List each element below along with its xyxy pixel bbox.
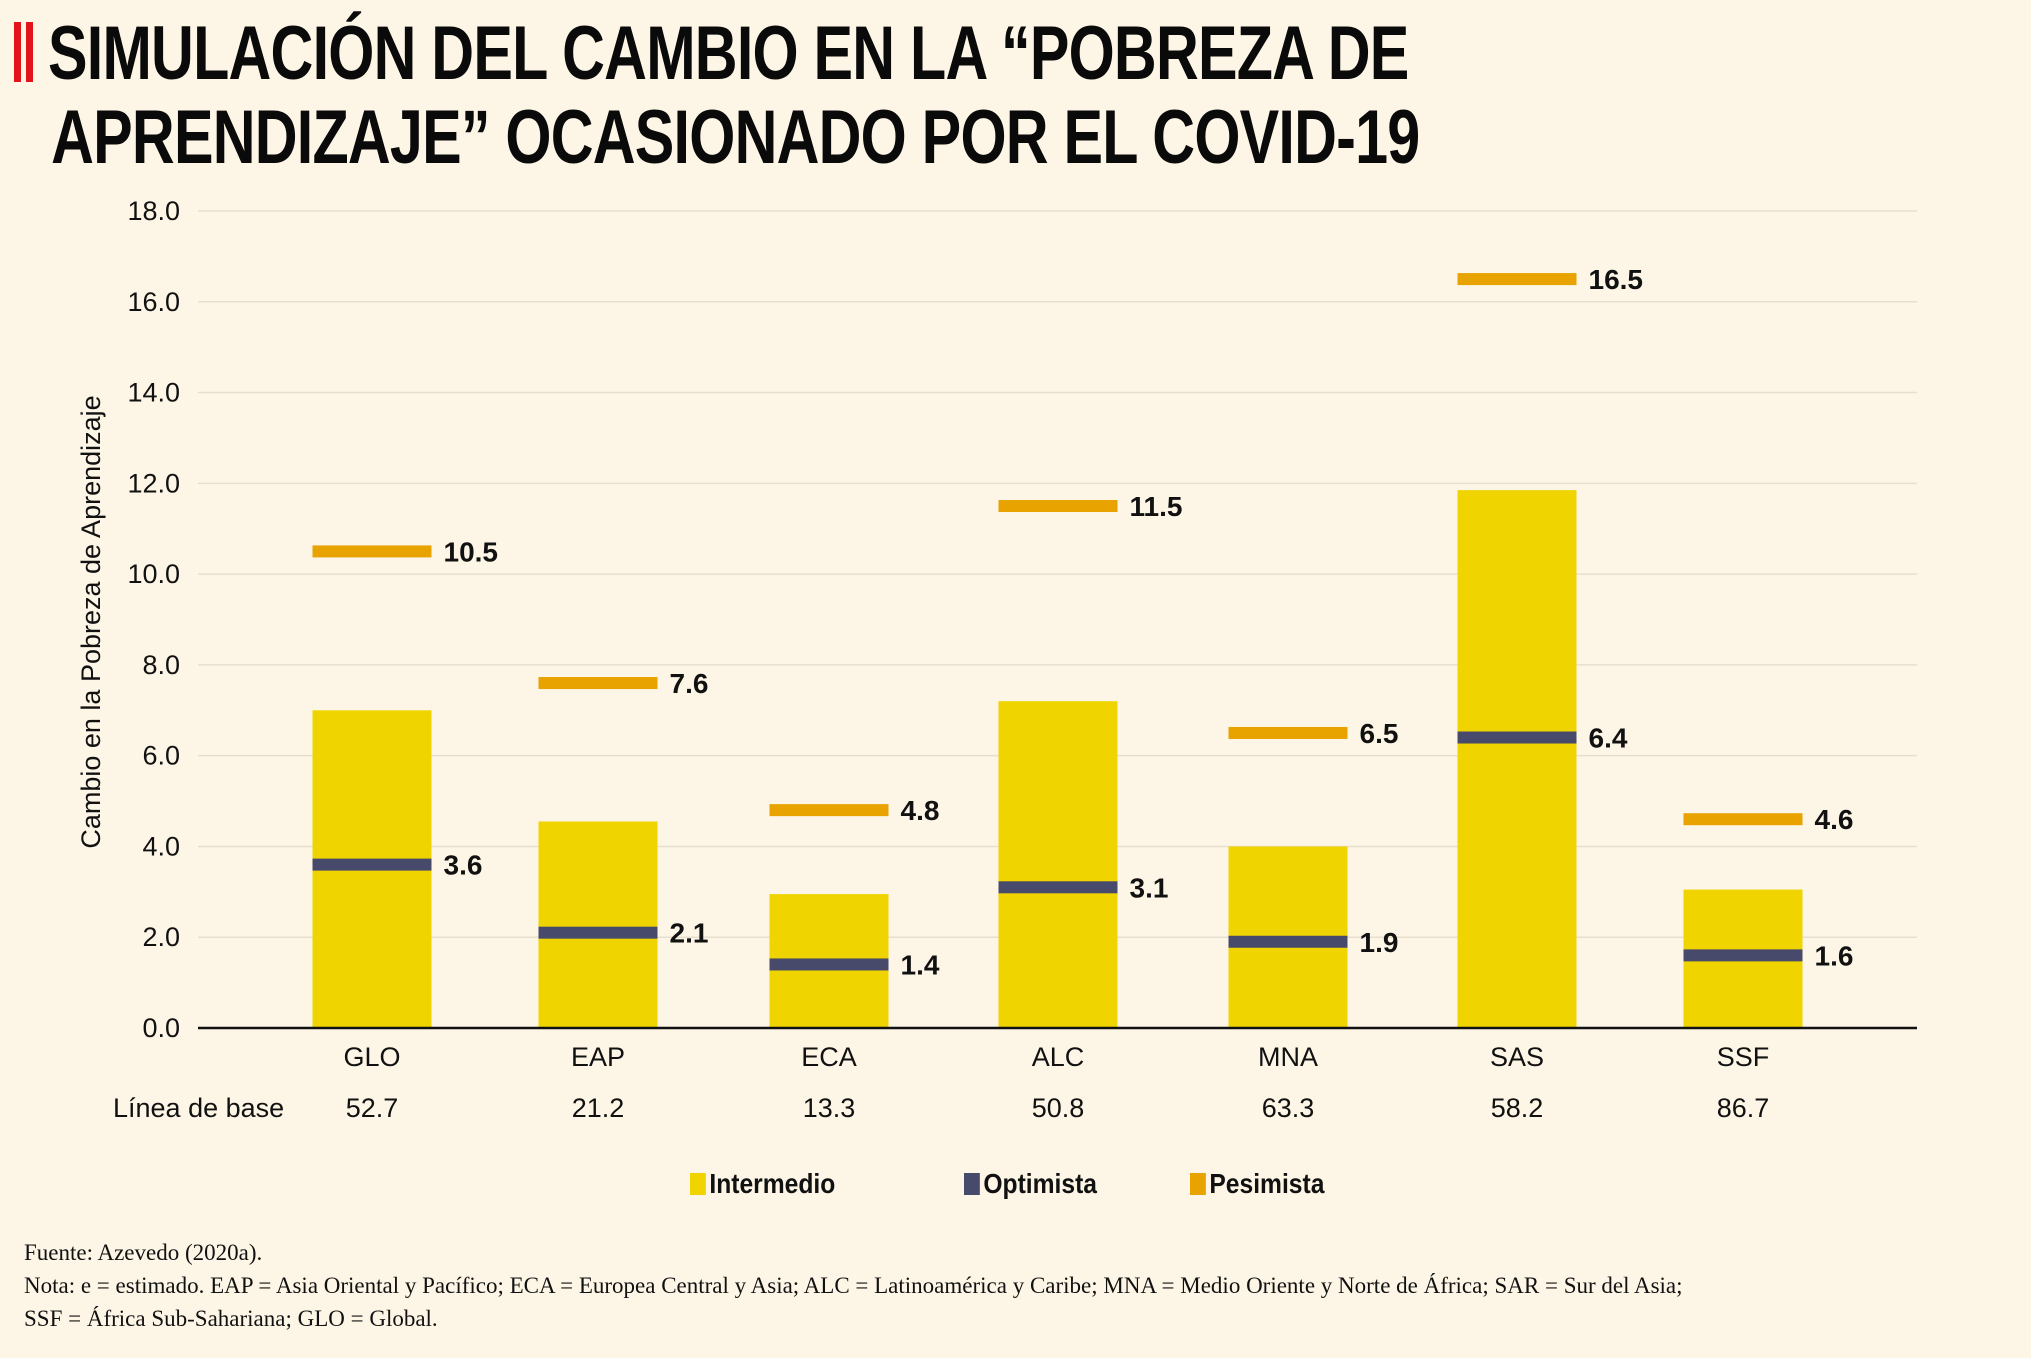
marker-optimista — [312, 858, 432, 871]
y-tick-label: 8.0 — [142, 650, 180, 680]
source-text: Fuente: Azevedo (2020a). — [24, 1240, 263, 1265]
marker-pesimista — [538, 677, 658, 690]
marker-optimista — [769, 958, 889, 971]
y-tick-label: 10.0 — [127, 559, 180, 589]
marker-optimista — [1683, 949, 1803, 962]
legend-item-optimista: Optimista — [964, 1168, 1097, 1200]
legend: Intermedio Optimista Pesimista — [0, 1168, 2031, 1202]
y-tick-label: 2.0 — [142, 922, 180, 952]
data-label-optimista: 3.1 — [1130, 872, 1169, 903]
chart-title: SIMULACIÓN DEL CAMBIO EN LA “POBREZA DE … — [48, 11, 1420, 180]
legend-item-intermedio: Intermedio — [690, 1168, 835, 1200]
y-tick-label: 4.0 — [142, 831, 180, 861]
baseline-value: 21.2 — [572, 1093, 625, 1123]
bar-intermedio — [998, 701, 1118, 1028]
y-tick-label: 0.0 — [142, 1013, 180, 1043]
note-text-1: Nota: e = estimado. EAP = Asia Oriental … — [24, 1273, 1683, 1298]
footer-notes: Fuente: Azevedo (2020a). Nota: e = estim… — [24, 1236, 1683, 1335]
bar-intermedio — [1457, 490, 1577, 1028]
marker-pesimista — [769, 804, 889, 817]
data-label-pesimista: 6.5 — [1360, 718, 1399, 749]
x-tick-label: SAS — [1490, 1042, 1544, 1072]
marker-pesimista — [1228, 726, 1348, 739]
baseline-row-label: Línea de base — [113, 1093, 284, 1123]
bar-intermedio — [538, 821, 658, 1028]
title-line-2: APRENDIZAJE” OCASIONADO POR EL COVID-19 — [51, 95, 1420, 180]
x-tick-label: ECA — [801, 1042, 857, 1072]
y-tick-label: 6.0 — [142, 741, 180, 771]
data-label-optimista: 1.4 — [901, 949, 940, 980]
data-label-pesimista: 16.5 — [1589, 264, 1644, 295]
note-text-2: SSF = África Sub-Sahariana; GLO = Global… — [24, 1306, 438, 1331]
x-tick-label: GLO — [343, 1042, 400, 1072]
baseline-value: 13.3 — [803, 1093, 856, 1123]
marker-pesimista — [1683, 813, 1803, 826]
y-tick-label: 18.0 — [127, 196, 180, 226]
marker-optimista — [538, 926, 658, 939]
legend-swatch — [690, 1173, 706, 1195]
legend-label: Intermedio — [709, 1168, 836, 1199]
legend-swatch — [1190, 1173, 1206, 1195]
y-tick-label: 14.0 — [127, 378, 180, 408]
baseline-value: 58.2 — [1491, 1093, 1544, 1123]
marker-pesimista — [312, 545, 432, 558]
x-tick-label: SSF — [1717, 1042, 1770, 1072]
data-label-pesimista: 4.8 — [901, 795, 940, 826]
legend-label: Pesimista — [1209, 1168, 1325, 1199]
marker-optimista — [1457, 731, 1577, 744]
y-tick-label: 12.0 — [127, 468, 180, 498]
x-tick-label: MNA — [1258, 1042, 1318, 1072]
data-label-optimista: 2.1 — [670, 918, 709, 949]
legend-label: Optimista — [983, 1168, 1098, 1199]
baseline-value: 50.8 — [1032, 1093, 1085, 1123]
legend-swatch — [964, 1173, 980, 1195]
data-label-optimista: 6.4 — [1589, 723, 1628, 754]
data-label-pesimista: 7.6 — [670, 668, 709, 699]
y-axis-label: Cambio en la Pobreza de Aprendizaje — [76, 395, 106, 848]
title-line-1: SIMULACIÓN DEL CAMBIO EN LA “POBREZA DE — [48, 11, 1409, 96]
x-tick-label: ALC — [1032, 1042, 1085, 1072]
data-label-pesimista: 11.5 — [1130, 491, 1183, 522]
marker-pesimista — [998, 500, 1118, 513]
baseline-value: 63.3 — [1262, 1093, 1315, 1123]
title-accent-bars — [14, 22, 36, 82]
data-label-pesimista: 4.6 — [1815, 804, 1854, 835]
marker-pesimista — [1457, 273, 1577, 286]
data-label-optimista: 3.6 — [444, 850, 483, 881]
marker-optimista — [998, 881, 1118, 894]
x-tick-label: EAP — [571, 1042, 625, 1072]
data-label-optimista: 1.9 — [1360, 927, 1399, 958]
baseline-value: 52.7 — [346, 1093, 399, 1123]
marker-optimista — [1228, 935, 1348, 948]
baseline-value: 86.7 — [1717, 1093, 1770, 1123]
legend-item-pesimista: Pesimista — [1190, 1168, 1324, 1200]
data-label-pesimista: 10.5 — [444, 536, 499, 567]
data-label-optimista: 1.6 — [1815, 940, 1854, 971]
y-tick-label: 16.0 — [127, 287, 180, 317]
